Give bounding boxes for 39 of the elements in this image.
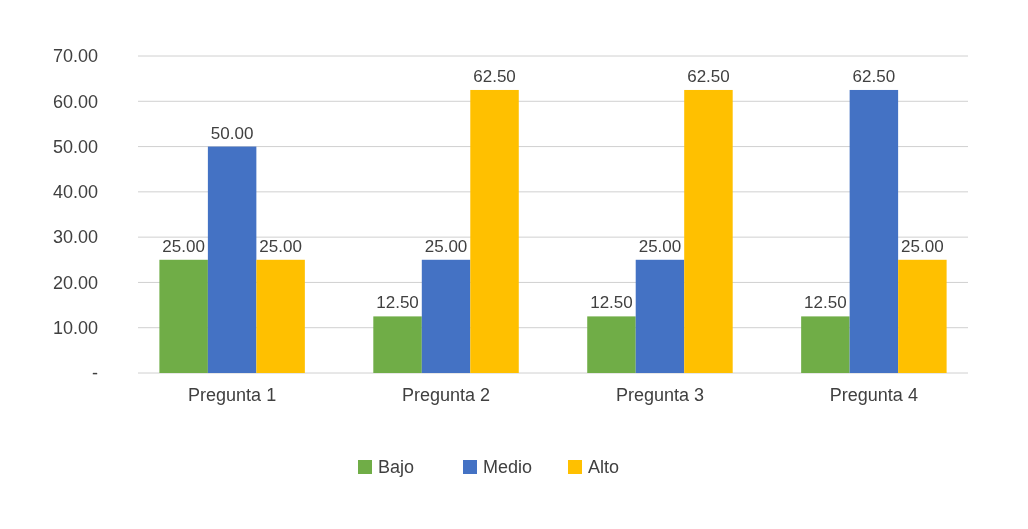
y-tick-label: 40.00	[52, 182, 98, 203]
x-tick-label: Pregunta 4	[829, 385, 918, 405]
data-label: 12.50	[590, 293, 633, 313]
y-tick-label: 70.00	[52, 46, 98, 67]
bar	[684, 89, 733, 373]
data-label: 12.50	[804, 293, 847, 313]
x-tick-label: Pregunta 3	[615, 385, 704, 405]
data-label: 62.50	[473, 66, 516, 86]
bar	[898, 259, 947, 373]
data-label: 25.00	[901, 236, 944, 256]
y-tick-label: 30.00	[52, 227, 98, 248]
data-label: 25.00	[424, 236, 468, 256]
legend-label: Bajo	[378, 457, 415, 477]
data-label: 25.00	[162, 236, 205, 256]
y-tick-label: -	[92, 363, 98, 384]
bar	[373, 316, 422, 373]
y-tick-label: 10.00	[52, 318, 98, 339]
bar	[470, 89, 519, 373]
y-tick-label: 60.00	[52, 91, 98, 112]
legend-label: Medio	[483, 457, 533, 477]
bar	[207, 146, 257, 373]
x-tick-label: Pregunta 2	[402, 385, 491, 405]
data-label: 25.00	[259, 236, 302, 256]
bar	[256, 259, 305, 373]
y-tick-label: 50.00	[52, 136, 98, 157]
data-label: 12.50	[376, 293, 419, 313]
bar	[635, 259, 685, 373]
data-label: 62.50	[852, 66, 896, 86]
bar	[801, 316, 850, 373]
data-label: 50.00	[210, 123, 254, 143]
bar	[849, 89, 899, 373]
bar	[421, 259, 471, 373]
data-label: 62.50	[687, 66, 730, 86]
x-tick-label: Pregunta 1	[188, 385, 277, 405]
bar	[159, 259, 208, 373]
data-label: 25.00	[638, 236, 682, 256]
legend-label: Alto	[588, 457, 620, 477]
y-tick-label: 20.00	[52, 272, 98, 293]
bar	[587, 316, 636, 373]
